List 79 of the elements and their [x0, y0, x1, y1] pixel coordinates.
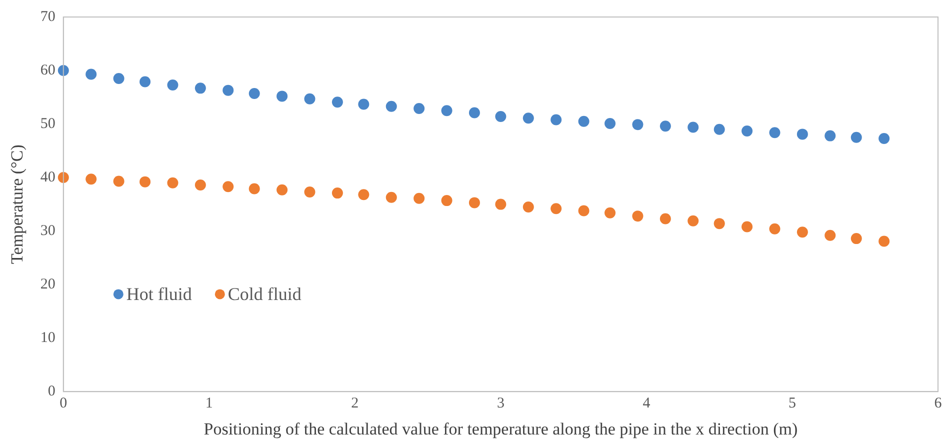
- point: [86, 174, 97, 185]
- point: [796, 226, 808, 238]
- point: [495, 198, 506, 210]
- point: [358, 98, 370, 110]
- y-tick-label: 40: [40, 169, 56, 186]
- point: [222, 181, 234, 192]
- point: [276, 90, 288, 102]
- point: [140, 176, 151, 188]
- y-tick-label: 70: [40, 8, 56, 25]
- point: [194, 82, 206, 94]
- point: [550, 114, 562, 126]
- point: [167, 79, 178, 90]
- point: [714, 124, 725, 135]
- point: [878, 236, 890, 247]
- point: [824, 130, 836, 142]
- x-tick-label: 5: [788, 396, 796, 412]
- y-tick-label: 10: [40, 330, 56, 346]
- point: [578, 116, 590, 127]
- point: [386, 192, 397, 203]
- point: [632, 210, 644, 222]
- point: [468, 107, 480, 118]
- point: [86, 68, 97, 80]
- x-tick-label: 1: [205, 396, 213, 412]
- point: [358, 189, 370, 200]
- point: [194, 180, 206, 191]
- point: [796, 128, 808, 140]
- point: [332, 96, 343, 108]
- point: [578, 205, 590, 216]
- point: [304, 186, 316, 198]
- point: [850, 132, 862, 143]
- point: [113, 176, 124, 187]
- point: [167, 177, 178, 188]
- x-tick-label: 0: [60, 396, 68, 412]
- point: [248, 183, 260, 194]
- x-axis-title: Positioning of the calculated value for temperature along the pipe in the x direction (m): [204, 419, 798, 438]
- point: [495, 111, 506, 122]
- y-tick-label: 50: [40, 116, 56, 132]
- x-tick-label: 3: [496, 396, 504, 412]
- point: [660, 120, 671, 132]
- y-tick-label: 60: [40, 62, 56, 78]
- point: [441, 195, 452, 206]
- point: [386, 100, 397, 112]
- point: [688, 215, 699, 226]
- y-tick-label: 0: [48, 384, 56, 400]
- point: [522, 112, 534, 124]
- point: [276, 184, 288, 196]
- point: [113, 73, 124, 84]
- point: [468, 197, 480, 208]
- point: [604, 207, 616, 218]
- x-tick-label: 4: [642, 396, 651, 412]
- point: [332, 188, 343, 199]
- point: [222, 84, 234, 96]
- point: [769, 223, 780, 234]
- x-tick-label: 6: [934, 396, 942, 412]
- point: [688, 122, 699, 133]
- x-tick-label: 2: [351, 396, 359, 412]
- point: [522, 201, 534, 212]
- point: [660, 213, 671, 224]
- point: [769, 127, 780, 138]
- point: [248, 88, 260, 100]
- point: [604, 118, 616, 129]
- legend-label: Hot fluid: [126, 284, 192, 304]
- point: [550, 203, 562, 214]
- point: [714, 218, 725, 230]
- point: [441, 105, 452, 116]
- point: [824, 230, 836, 241]
- point: [632, 119, 644, 130]
- point: [304, 93, 316, 104]
- point: [414, 192, 425, 204]
- y-tick-label: 30: [40, 222, 56, 239]
- y-tick-label: 20: [40, 276, 56, 293]
- point: [742, 125, 753, 136]
- point: [878, 132, 890, 144]
- y-axis-title: Temperature (°C): [8, 144, 27, 264]
- point: [140, 76, 151, 88]
- point: [850, 233, 862, 244]
- point: [414, 103, 425, 114]
- point: [742, 221, 753, 232]
- legend-label: Cold fluid: [228, 284, 302, 304]
